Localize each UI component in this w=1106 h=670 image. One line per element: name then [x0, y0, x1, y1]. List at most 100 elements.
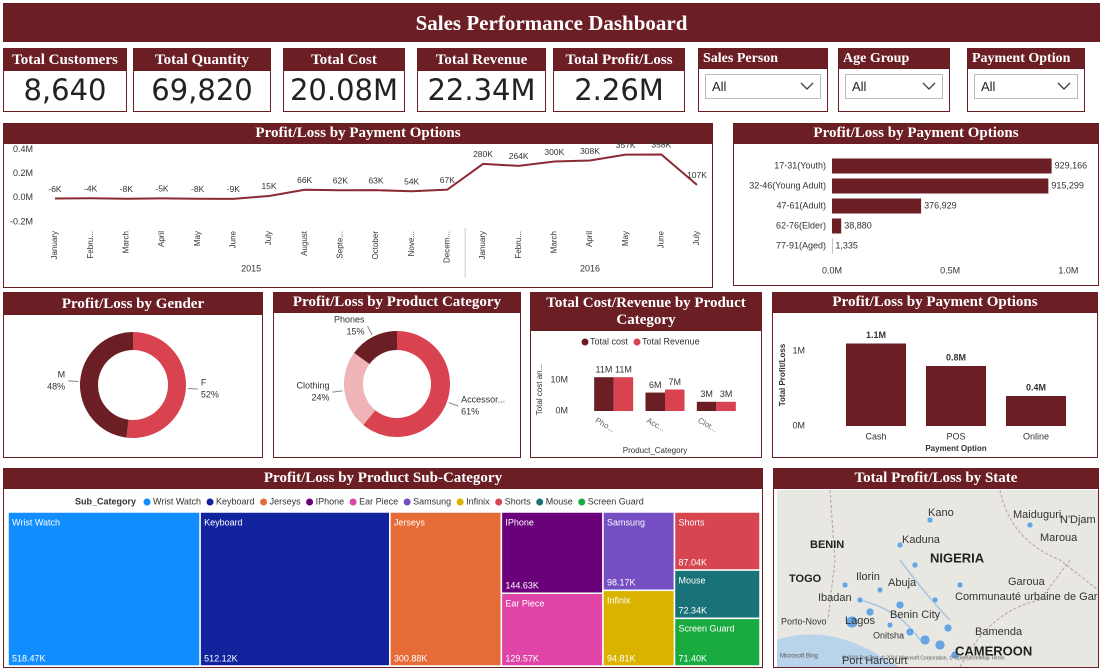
tile-label: Shorts — [678, 517, 705, 527]
kpi-value: 8,640 — [23, 73, 107, 107]
x-tick-label: Acc... — [645, 416, 667, 434]
slice-label: Accessor... — [461, 394, 505, 404]
legend-marker — [633, 338, 641, 346]
data-label: 280K — [473, 149, 493, 159]
map-label: NIGERIA — [930, 550, 985, 565]
slicer-value: All — [712, 79, 727, 94]
donut-slice — [363, 331, 450, 437]
x-tick-label: January — [50, 231, 59, 259]
data-label: 1,335 — [835, 240, 858, 250]
data-label: 67K — [440, 175, 455, 185]
legend-marker — [206, 498, 214, 506]
x-tick-label: March — [121, 231, 130, 253]
x-tick-label: April — [585, 231, 594, 247]
data-label: 264K — [509, 151, 529, 161]
data-label: 308K — [580, 146, 600, 156]
map-attribution: Microsoft Bing — [780, 654, 818, 660]
data-label: -6K — [48, 184, 62, 194]
map-bubbles — [841, 516, 1034, 660]
bar — [716, 401, 736, 411]
map-label: N'Djam — [1060, 514, 1096, 526]
data-label: -8K — [191, 184, 205, 194]
map-label: Kano — [928, 507, 954, 519]
map-label: TOGO — [789, 573, 822, 585]
slicer-label: Payment Option — [968, 49, 1084, 69]
treemap-tile — [199, 511, 391, 667]
treemap-tile — [602, 589, 676, 667]
map-label: Maroua — [1040, 532, 1078, 544]
data-label: -9K — [227, 184, 241, 194]
x-tick-label: May — [193, 231, 202, 246]
kpi-card: Total Profit/Loss 2.26M — [553, 48, 685, 112]
y-tick-label: 0.0M — [13, 192, 33, 202]
legend-marker — [456, 498, 464, 506]
slice-value: 48% — [47, 381, 65, 391]
x-tick-label: March — [549, 231, 558, 253]
bar — [645, 392, 665, 411]
map-label: Communauté urbaine de Garoua — [955, 591, 1106, 603]
slicer-label: Sales Person — [699, 49, 827, 69]
slicer-dropdown[interactable]: All — [845, 74, 943, 99]
map-label: Onitsha — [873, 630, 904, 640]
donut-slice — [354, 331, 397, 365]
y-axis-title: Total Profit/Loss — [778, 343, 787, 406]
data-label: 929,166 — [1055, 160, 1088, 170]
donut-slice — [344, 352, 376, 425]
kpi-label: Total Quantity — [134, 49, 270, 71]
slice-value: 24% — [311, 393, 329, 403]
data-label: 6M — [649, 380, 662, 390]
panel-title: Total Profit/Loss by State — [774, 469, 1098, 489]
panel: Profit/Loss by Payment Options — [772, 292, 1098, 458]
legend-label: Shorts — [505, 496, 532, 506]
treemap-tile — [389, 511, 503, 667]
legend-marker — [143, 498, 151, 506]
y-tick-label: 0M — [792, 420, 805, 430]
data-label: 3M — [720, 389, 733, 399]
legend-label: Mouse — [546, 496, 573, 506]
y-tick-label: 0.2M — [13, 168, 33, 178]
x-tick-label: 0.0M — [822, 265, 842, 275]
tile-value: 144.63K — [505, 581, 539, 591]
treemap-tile — [500, 511, 604, 594]
legend-label: Jerseys — [270, 496, 302, 506]
panel-title: Profit/Loss by Product Sub-Category — [4, 469, 762, 489]
tile-value: 98.17K — [607, 578, 636, 588]
data-label: 3M — [700, 389, 713, 399]
x-tick-label: Septe... — [335, 231, 344, 259]
y-tick-label: 1M — [792, 345, 805, 355]
data-label: 63K — [368, 175, 383, 185]
legend-marker — [349, 498, 357, 506]
data-label: 66K — [297, 175, 312, 185]
legend-marker — [306, 498, 314, 506]
slicer-value: All — [981, 79, 996, 94]
tile-label: Keyboard — [204, 517, 243, 527]
bar — [1006, 396, 1066, 426]
header: Sales Performance Dashboard — [3, 3, 1100, 42]
slicer-dropdown[interactable]: All — [705, 74, 821, 99]
tile-value: 71.40K — [678, 653, 707, 663]
kpi-label: Total Cost — [284, 49, 404, 71]
x-tick-label: Clot... — [696, 416, 719, 434]
chevron — [800, 82, 814, 90]
data-label: 62K — [333, 176, 348, 186]
tile-value: 129.57K — [505, 653, 539, 663]
dashboard-title: Sales Performance Dashboard — [415, 11, 688, 35]
treemap-tile — [673, 617, 761, 667]
leader-line — [367, 325, 373, 336]
y-tick-label: 10M — [550, 375, 568, 385]
bar — [846, 343, 906, 426]
tile-value: 87.04K — [678, 557, 707, 567]
y-tick-label: 0M — [555, 405, 568, 415]
legend-label: Keyboard — [216, 496, 255, 506]
legend-label: Total Revenue — [642, 336, 700, 346]
data-label: 358K — [651, 140, 671, 150]
slicer-dropdown[interactable]: All — [974, 74, 1078, 99]
x-axis-title: Payment Option — [925, 444, 986, 453]
legend-label: Infinix — [466, 496, 490, 506]
map-label: Kaduna — [902, 534, 941, 546]
map-label: Bamenda — [975, 626, 1023, 638]
legend-marker — [403, 498, 411, 506]
legend-marker — [495, 498, 503, 506]
panel: Total Cost/Revenue by Product Category — [530, 292, 762, 458]
